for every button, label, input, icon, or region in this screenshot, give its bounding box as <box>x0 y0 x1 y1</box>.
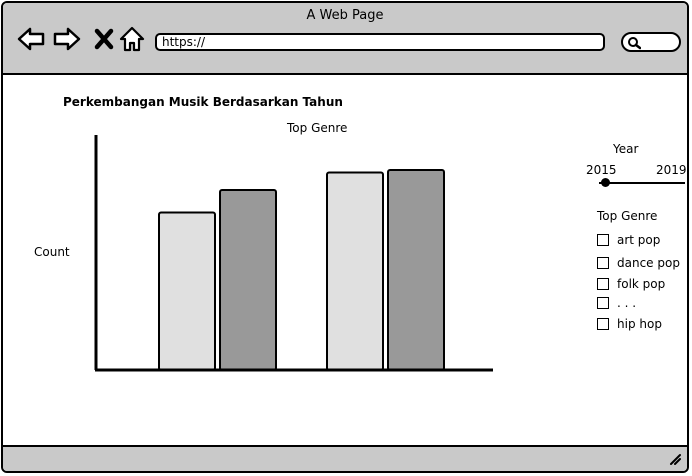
year-slider-track[interactable] <box>599 182 685 184</box>
chart-title: Top Genre <box>287 121 348 135</box>
genre-option[interactable]: art pop <box>597 232 660 248</box>
year-slider-handle[interactable] <box>601 178 610 187</box>
chart-bar <box>158 211 216 371</box>
chart-y-axis-label: Count <box>34 245 70 259</box>
genre-option[interactable]: dance pop <box>597 255 680 271</box>
search-box[interactable] <box>621 32 681 52</box>
genre-checkbox[interactable] <box>597 278 609 290</box>
browser-statusbar <box>3 445 687 471</box>
chart-bar <box>387 169 445 371</box>
close-x-icon[interactable] <box>91 25 119 53</box>
search-icon <box>628 37 641 50</box>
genre-label: dance pop <box>617 256 680 270</box>
year-slider-max-label: 2019 <box>656 163 687 177</box>
genre-label: hip hop <box>617 317 662 331</box>
year-slider-min-label: 2015 <box>586 163 617 177</box>
genre-checkbox[interactable] <box>597 318 609 330</box>
page-content: Perkembangan Musik Berdasarkan Tahun Top… <box>3 75 687 449</box>
page-title: Perkembangan Musik Berdasarkan Tahun <box>63 95 343 109</box>
genre-label: . . . <box>617 296 637 310</box>
chart-bar <box>219 189 277 371</box>
window-title: A Web Page <box>306 8 384 23</box>
genre-label: folk pop <box>617 277 666 291</box>
back-arrow-icon[interactable] <box>17 25 45 53</box>
forward-arrow-icon[interactable] <box>53 25 81 53</box>
genre-filter-title: Top Genre <box>597 209 658 223</box>
home-icon[interactable] <box>118 25 146 53</box>
genre-option[interactable]: folk pop <box>597 276 665 292</box>
url-input[interactable]: https:// <box>155 33 605 51</box>
genre-option[interactable]: . . . <box>597 295 636 311</box>
chart-bar <box>326 171 384 371</box>
genre-checkbox[interactable] <box>597 257 609 269</box>
resize-grip-icon[interactable] <box>669 453 681 465</box>
genre-checkbox[interactable] <box>597 234 609 246</box>
bar-chart <box>94 135 493 372</box>
genre-checkbox[interactable] <box>597 297 609 309</box>
browser-titlebar: A Web Page https:// <box>3 3 687 75</box>
year-filter-label: Year <box>613 142 639 156</box>
genre-label: art pop <box>617 233 661 247</box>
genre-option[interactable]: hip hop <box>597 316 662 332</box>
